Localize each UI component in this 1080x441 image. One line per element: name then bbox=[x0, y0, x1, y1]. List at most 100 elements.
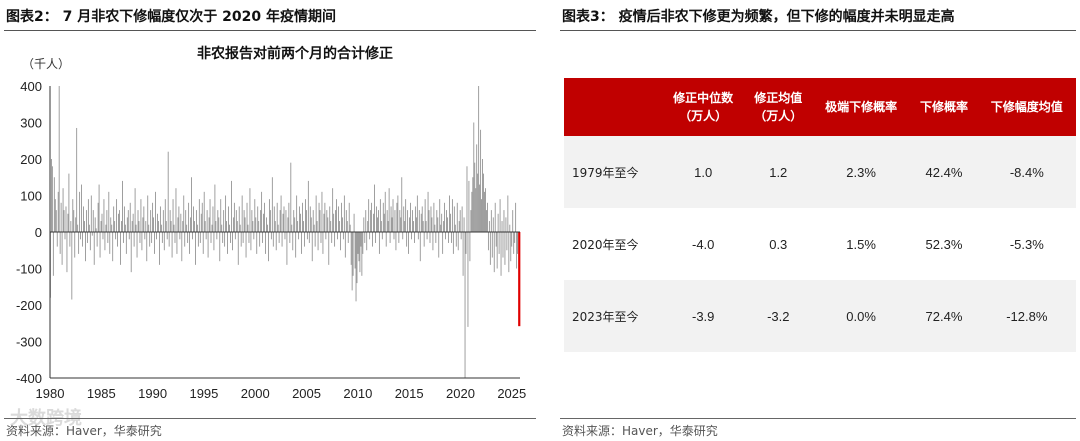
bar bbox=[396, 202, 398, 232]
bar bbox=[61, 232, 63, 265]
cell-prob: 72.4% bbox=[910, 280, 978, 352]
bar bbox=[119, 210, 120, 232]
bar bbox=[516, 232, 518, 269]
bar bbox=[56, 232, 58, 247]
source-note-left: 资料来源：Haver，华泰研究 bbox=[6, 424, 162, 438]
y-tick-label: -300 bbox=[16, 335, 42, 350]
bar bbox=[277, 224, 279, 232]
bar bbox=[450, 213, 451, 232]
bar bbox=[216, 232, 218, 240]
bar bbox=[161, 232, 163, 243]
bar bbox=[288, 202, 290, 232]
bar bbox=[203, 191, 205, 232]
bar bbox=[280, 195, 282, 232]
bar bbox=[363, 217, 365, 232]
source-divider-right bbox=[560, 418, 1076, 419]
bar bbox=[255, 217, 257, 232]
bar bbox=[394, 210, 396, 232]
bar bbox=[442, 232, 444, 254]
bar bbox=[248, 232, 250, 243]
bar bbox=[494, 202, 496, 232]
bar bbox=[434, 224, 436, 232]
bar bbox=[86, 232, 88, 243]
bar bbox=[273, 206, 275, 232]
bar bbox=[114, 221, 116, 232]
header-down-prob: 下修概率 bbox=[910, 78, 978, 136]
bar bbox=[252, 221, 254, 232]
bar bbox=[265, 232, 266, 254]
bar bbox=[305, 210, 307, 232]
bar bbox=[480, 129, 482, 232]
bar bbox=[319, 210, 321, 232]
bar bbox=[78, 232, 80, 254]
bar bbox=[374, 184, 375, 232]
bar bbox=[51, 166, 53, 232]
bar bbox=[493, 232, 495, 273]
bar bbox=[137, 210, 139, 232]
bar bbox=[267, 224, 268, 232]
bar bbox=[117, 232, 118, 247]
bar bbox=[433, 202, 435, 232]
bar bbox=[88, 224, 90, 232]
bar bbox=[68, 173, 70, 232]
bar bbox=[439, 199, 441, 232]
bar bbox=[307, 180, 309, 232]
bar bbox=[304, 232, 305, 247]
x-tick-label: 2025 bbox=[497, 386, 526, 401]
header-median: 修正中位数 （万人） bbox=[661, 78, 745, 136]
bar bbox=[244, 217, 246, 232]
bar bbox=[428, 210, 430, 232]
bar bbox=[278, 232, 280, 243]
bar bbox=[204, 221, 206, 232]
bar bbox=[356, 232, 358, 284]
bar bbox=[220, 199, 222, 232]
bar bbox=[154, 232, 155, 254]
row-period: 2020年至今 bbox=[572, 237, 639, 252]
bar bbox=[116, 199, 118, 232]
cell-extreme: 2.3% bbox=[811, 136, 911, 208]
bar bbox=[305, 199, 306, 232]
source-note-right: 资料来源：Haver，华泰研究 bbox=[562, 424, 718, 438]
bar bbox=[133, 232, 135, 247]
bar bbox=[144, 232, 146, 240]
bar bbox=[423, 232, 425, 247]
bar bbox=[67, 213, 69, 232]
bar bbox=[210, 232, 212, 243]
bar bbox=[191, 177, 192, 232]
bar bbox=[464, 232, 466, 378]
bar bbox=[71, 232, 73, 300]
bar bbox=[384, 191, 386, 232]
bar bbox=[121, 221, 122, 232]
bar bbox=[438, 232, 440, 258]
bar bbox=[447, 217, 448, 232]
bar bbox=[485, 188, 486, 232]
bar bbox=[472, 177, 474, 232]
bar bbox=[465, 232, 467, 254]
bar bbox=[208, 217, 210, 232]
bar bbox=[89, 232, 91, 251]
bar bbox=[414, 206, 416, 232]
bar bbox=[85, 232, 86, 262]
bar bbox=[159, 232, 160, 265]
bar bbox=[189, 232, 191, 254]
bar bbox=[335, 210, 337, 232]
bar bbox=[168, 232, 170, 247]
bar bbox=[507, 195, 509, 232]
bar bbox=[457, 232, 459, 251]
bar bbox=[274, 221, 276, 232]
bar bbox=[398, 232, 400, 243]
left-panel: 图表2： 7 月非农下修幅度仅次于 2020 年疫情期间 非农报告对前两个月的合… bbox=[4, 9, 536, 438]
cell-median: 1.0 bbox=[661, 136, 745, 208]
bar bbox=[127, 210, 129, 232]
bar bbox=[497, 213, 499, 232]
bar bbox=[326, 210, 328, 232]
bar bbox=[143, 206, 145, 232]
bar bbox=[82, 232, 83, 247]
bar bbox=[340, 232, 341, 251]
bar bbox=[184, 232, 186, 247]
bar bbox=[286, 232, 288, 265]
table-row: 2023年至今 -3.9 -3.2 0.0% 72.4% -12.8% bbox=[564, 280, 1076, 352]
bar bbox=[135, 224, 137, 232]
bar bbox=[459, 210, 461, 232]
bar bbox=[120, 232, 121, 265]
